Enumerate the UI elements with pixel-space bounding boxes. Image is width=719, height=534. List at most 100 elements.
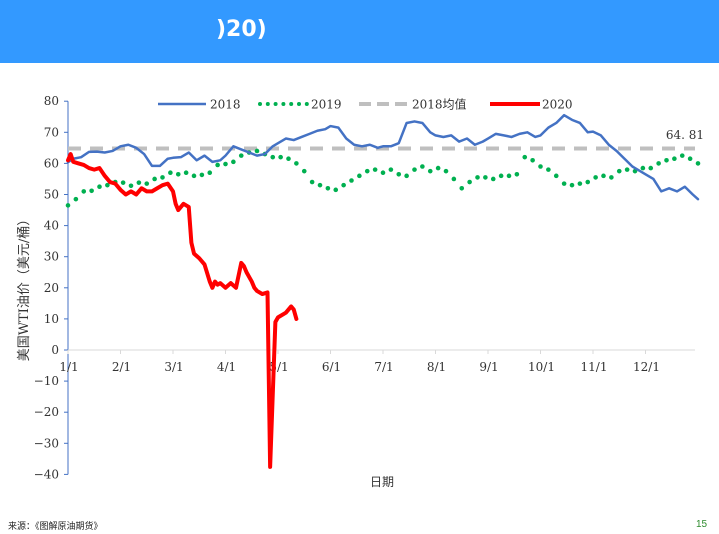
slide-header: )20) [0, 0, 719, 63]
y-tick-label: −40 [34, 467, 59, 481]
series-2019-point [585, 179, 591, 185]
series-2019-point [648, 165, 654, 171]
y-tick-label: 50 [44, 188, 59, 202]
legend-item-2020: 2020 [490, 98, 573, 112]
series-2019-point [412, 167, 417, 172]
x-tick-label: 1/1 [59, 360, 78, 374]
x-tick-label: 11/1 [581, 360, 608, 374]
series-2019-point [514, 171, 520, 177]
chart-legend: 2018 2019 2018均值 2020 [158, 97, 573, 112]
series-2019-point [254, 148, 260, 154]
series-2019-point [357, 173, 362, 179]
page-number: 15 [696, 519, 708, 530]
source-note: 来源：《图解原油期货》 [8, 522, 103, 532]
series-2019-point [97, 184, 102, 190]
series-2019-point [475, 175, 480, 180]
wti-price-chart: 80 70 60 50 40 30 20 10 0 −10 −20 −30 −40 1/1 2/1 3/1 4/… [17, 94, 704, 489]
x-tick-label: 4/1 [217, 360, 236, 374]
series-2019-point [609, 175, 614, 180]
series-2019-point [183, 170, 189, 176]
legend-label: 2019 [311, 98, 342, 112]
series-2019-point [664, 157, 669, 163]
y-tick-label: −10 [34, 374, 59, 388]
series-2019-point [546, 167, 551, 172]
legend-label: 2018 [210, 98, 241, 112]
series-2019-point [404, 173, 409, 179]
series-2019-point [616, 168, 622, 174]
x-tick-label: 7/1 [374, 360, 393, 374]
series-2019-point [577, 181, 583, 186]
series-2019-point [105, 182, 110, 188]
series-2019-point [215, 162, 220, 168]
series-2019-point [286, 156, 291, 162]
series-2019-point [160, 175, 165, 180]
series-2019-point [593, 175, 598, 180]
series-2019-point [81, 189, 87, 194]
chart-series [65, 113, 701, 469]
series-2019-point [435, 165, 441, 171]
y-tick-label: 60 [44, 156, 59, 170]
series-2019-point [538, 164, 543, 169]
series-2019-point [467, 179, 472, 185]
y-tick-label: 0 [51, 343, 59, 357]
slide-title: )20) [216, 17, 267, 42]
series-2020-line [66, 152, 299, 469]
x-tick-label: 8/1 [427, 360, 446, 374]
y-tick-label: 10 [44, 312, 59, 326]
x-tick-label: 9/1 [479, 360, 498, 374]
x-tick-label: 6/1 [322, 360, 341, 374]
series-2019-point [396, 171, 402, 177]
x-tick-label: 12/1 [633, 360, 660, 374]
series-2019-point [144, 181, 150, 186]
y-tick-label: 30 [44, 250, 59, 264]
x-tick-label: 3/1 [164, 360, 183, 374]
series-2019-point [459, 185, 465, 191]
series-2019-point [506, 173, 512, 179]
series-2019-point [553, 173, 559, 179]
x-tick-label: 10/1 [528, 360, 555, 374]
x-tick-label: 2/1 [112, 360, 131, 374]
series-2018-line [66, 113, 700, 201]
series-2019-point [317, 182, 323, 188]
mean-value-annotation: 64. 81 [666, 128, 704, 142]
series-2019-point [561, 181, 567, 186]
series-2019-point [223, 161, 228, 167]
series-2019-point [199, 172, 205, 178]
series-2019-point [380, 170, 386, 176]
series-2019-point [301, 168, 307, 174]
y-tick-label: 40 [44, 219, 59, 233]
series-2019-point [231, 159, 236, 165]
legend-item-2019: 2019 [258, 98, 342, 112]
y-tick-label: 80 [44, 94, 59, 108]
series-2019-point [640, 165, 646, 171]
series-2019-point [372, 167, 378, 172]
y-axis-label: 美国WTI油价（美元/桶） [17, 213, 32, 362]
series-2019-point [624, 167, 630, 172]
series-2019-point [498, 173, 504, 179]
series-2019-point [120, 180, 126, 185]
series-2019-point [420, 164, 425, 169]
series-2019-point [294, 161, 299, 166]
series-2019-point [309, 179, 315, 185]
series-2019-point [490, 176, 496, 182]
series-2019-point [695, 161, 701, 166]
series-2019-point [451, 176, 457, 182]
series-2019-point [238, 153, 244, 158]
series-2019-point [679, 153, 685, 158]
series-2019-point [483, 175, 488, 180]
y-tick-label: 20 [44, 281, 59, 295]
series-2019-point [569, 182, 575, 188]
series-2019-point [601, 173, 606, 179]
series-2019-point [349, 178, 354, 183]
series-2019-point [341, 182, 346, 188]
series-2019-point [73, 196, 79, 202]
y-tick-label: −20 [34, 405, 59, 419]
legend-label: 2020 [542, 98, 573, 112]
series-2019-point [168, 170, 173, 176]
series-2019-point [443, 168, 449, 174]
series-2019-point [427, 168, 433, 174]
series-2019-point [530, 157, 535, 163]
series-2019-point [278, 154, 283, 160]
series-2019-point [65, 203, 71, 208]
series-2019-point [325, 185, 331, 191]
